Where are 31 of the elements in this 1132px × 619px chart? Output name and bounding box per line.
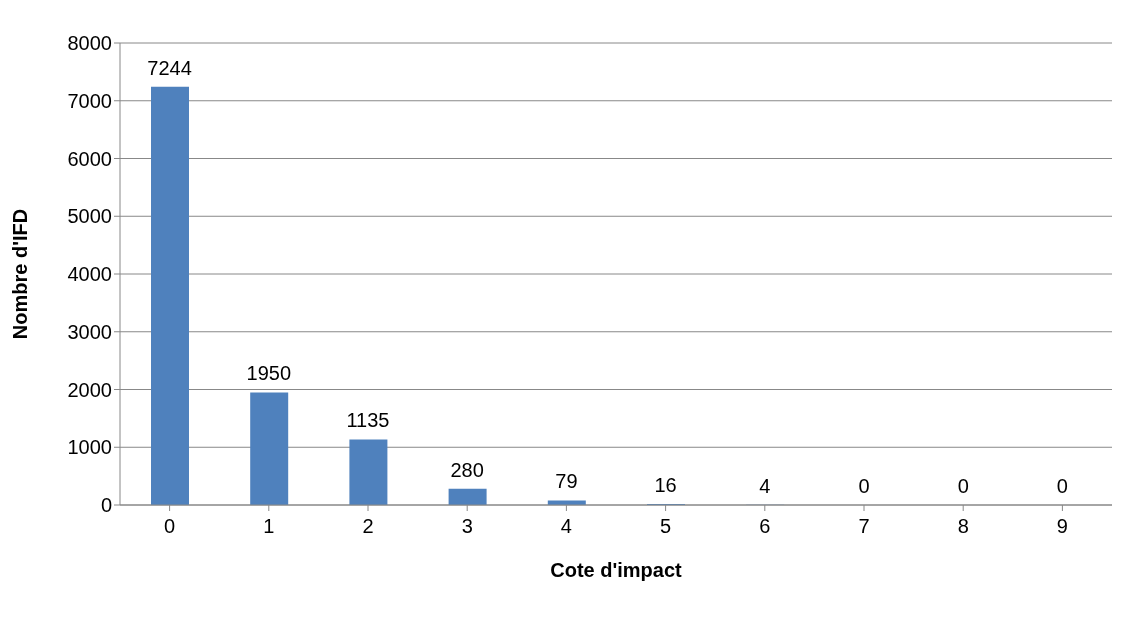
data-label: 79 [555,470,578,493]
data-label: 4 [759,474,771,497]
y-tick-label: 2000 [67,378,112,401]
x-tick-label: 3 [461,515,473,538]
data-label: 1135 [346,409,390,432]
x-tick-label: 0 [164,515,176,538]
y-tick-label: 5000 [67,205,112,228]
x-tick-label: 2 [362,515,374,538]
y-tick-label: 0 [100,494,112,517]
x-tick-label: 5 [660,515,672,538]
y-tick-label: 7000 [67,89,112,112]
y-tick-label: 1000 [67,436,112,459]
y-tick-label: 3000 [67,320,112,343]
y-axis-title: Nombre d'IFD [9,208,32,340]
x-tick-label: 6 [759,515,771,538]
y-tick-label: 4000 [67,263,112,286]
y-tick-label: 6000 [67,147,112,170]
x-tick-label: 9 [1056,515,1068,538]
x-tick-label: 7 [858,515,870,538]
x-tick-label: 8 [957,515,969,538]
data-label: 0 [1056,475,1068,497]
data-label: 0 [858,475,870,497]
x-tick-label: 1 [263,515,275,538]
data-label: 0 [957,475,969,497]
x-tick-label: 4 [560,515,572,538]
data-label: 16 [654,474,677,497]
data-label: 1950 [246,362,292,385]
x-axis-title: Cote d'impact [550,559,683,581]
y-tick-label: 8000 [67,32,112,55]
data-label: 7244 [147,56,192,79]
data-label: 280 [450,458,484,481]
